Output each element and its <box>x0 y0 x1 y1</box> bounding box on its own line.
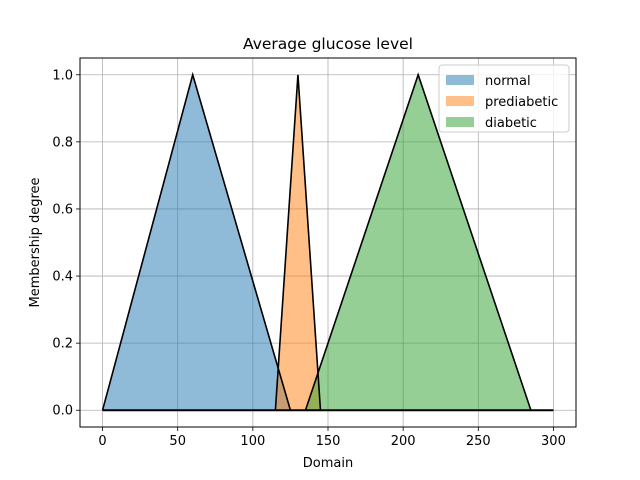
legend-swatch-prediabetic <box>446 96 474 106</box>
y-tick-label: 0.0 <box>52 404 73 419</box>
x-axis-label: Domain <box>303 456 353 471</box>
legend-swatch-normal <box>446 75 474 85</box>
y-tick-label: 0.2 <box>52 337 73 352</box>
x-tick-label: 150 <box>316 434 341 449</box>
x-tick-label: 200 <box>391 434 416 449</box>
series-outlines <box>101 71 554 412</box>
legend-swatch-diabetic <box>446 117 474 127</box>
x-tick-label: 0 <box>98 434 106 449</box>
y-tick-label: 1.0 <box>52 68 73 83</box>
series-line-prediabetic <box>274 74 322 411</box>
x-tick-label: 100 <box>240 434 265 449</box>
y-tick-label: 0.8 <box>52 135 73 150</box>
legend-label-prediabetic: prediabetic <box>485 95 558 110</box>
series-fill-diabetic <box>305 74 531 411</box>
y-axis-label: Membership degree <box>28 177 43 307</box>
x-tick-label: 50 <box>169 434 186 449</box>
legend-label-normal: normal <box>485 74 531 89</box>
x-tick-label: 250 <box>466 434 491 449</box>
y-tick-label: 0.4 <box>52 270 73 285</box>
series-fill-normal <box>102 74 291 411</box>
series-line-normal <box>101 71 292 411</box>
y-tick-label: 0.6 <box>52 202 73 217</box>
x-tick-label: 300 <box>541 434 566 449</box>
axis-ticks: 0 50 100 150 200 250 300 0.0 0.2 0.4 0.6 0.8 1.0 <box>52 68 566 449</box>
series-line-diabetic <box>304 72 532 411</box>
series-fill-prediabetic <box>275 74 321 411</box>
series-fills <box>102 74 531 411</box>
chart-title: Average glucose level <box>243 35 413 53</box>
legend-label-diabetic: diabetic <box>485 116 537 131</box>
legend: normal prediabetic diabetic <box>438 64 570 133</box>
